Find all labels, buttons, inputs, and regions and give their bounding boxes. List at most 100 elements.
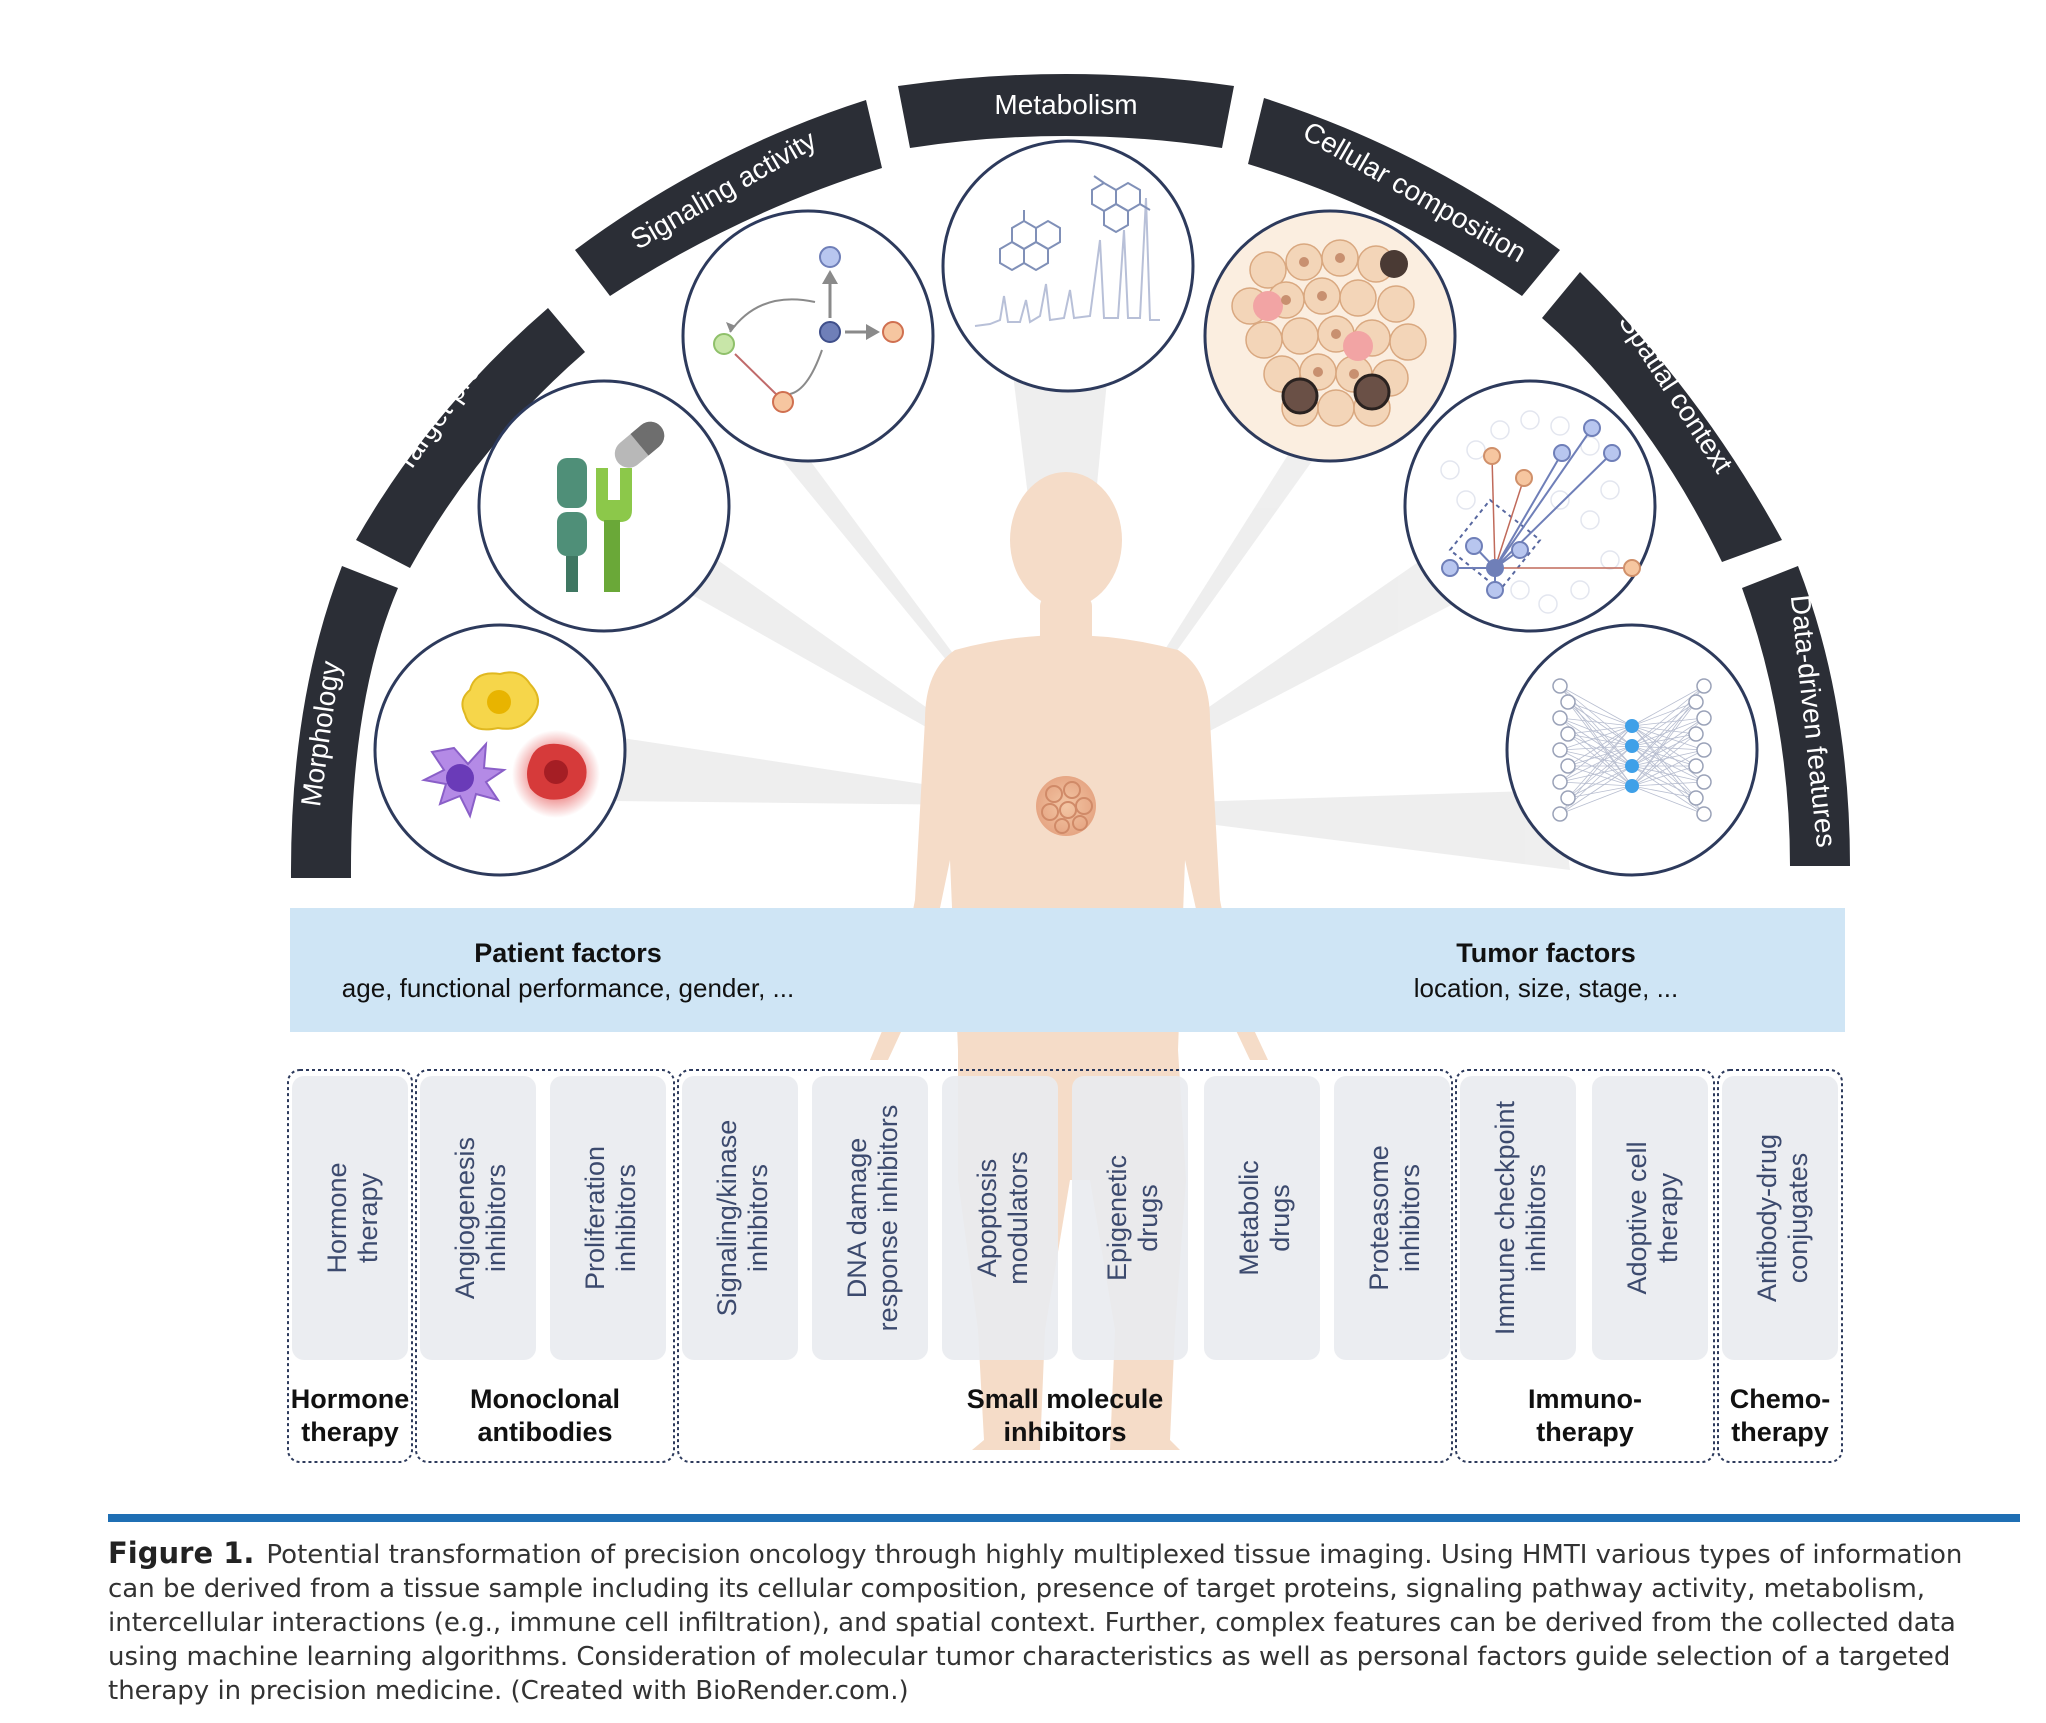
therapy-label-line1: Apoptosis (972, 1159, 1002, 1278)
figure-caption: Figure 1. Potential transformation of pre… (108, 1536, 2008, 1708)
group-box-chemo (1717, 1069, 1843, 1463)
group-label: Hormone (291, 1384, 410, 1414)
therapy-label-line1: Epigenetic (1102, 1155, 1132, 1281)
therapy-label-line1: Proteasome (1364, 1145, 1394, 1291)
therapy-box (942, 1076, 1058, 1360)
therapy-box (1722, 1076, 1838, 1360)
cellular-composition-icon (1203, 209, 1457, 463)
neural-network-icon (1505, 623, 1759, 877)
therapy-column: Epigeneticdrugs (1072, 1076, 1188, 1360)
therapy-box (682, 1076, 798, 1360)
therapy-label-line2: response inhibitors (873, 1105, 903, 1332)
therapy-label-line2: therapy (1653, 1172, 1683, 1263)
therapy-columns: Hormonetherapy Angiogenesisinhibitors Prol… (292, 1076, 1838, 1360)
group-label: Chemo- (1730, 1384, 1831, 1414)
therapy-box (1072, 1076, 1188, 1360)
therapy-box (420, 1076, 536, 1360)
therapy-label-line1: Metabolic (1234, 1160, 1264, 1276)
therapy-box (1460, 1076, 1576, 1360)
group-box-hormone (287, 1069, 413, 1463)
spatial-context-icon (1403, 379, 1657, 633)
therapy-column: Signaling/kinaseinhibitors (682, 1076, 798, 1360)
therapy-label-line1: Hormone (322, 1162, 352, 1273)
therapy-label: Adoptive celltherapy (1622, 1141, 1683, 1294)
therapy-column: DNA damageresponse inhibitors (812, 1076, 928, 1360)
caption-text: Potential transformation of precision on… (108, 1540, 1963, 1706)
therapy-label: Hormonetherapy (322, 1162, 383, 1273)
tumor-factors-text: location, size, stage, ... (1414, 973, 1678, 1003)
therapy-label: Immune checkpointinhibitors (1490, 1100, 1551, 1335)
therapy-label: DNA damageresponse inhibitors (842, 1105, 903, 1332)
patient-factors-text: age, functional performance, gender, ... (342, 973, 794, 1003)
arc-segment-data-driven (1742, 566, 1850, 866)
therapy-column: Adoptive celltherapy (1592, 1076, 1708, 1360)
therapy-column: Metabolicdrugs (1204, 1076, 1320, 1360)
caption-label: Figure 1. (108, 1536, 255, 1570)
therapy-column: Proteasomeinhibitors (1334, 1076, 1450, 1360)
therapy-box (292, 1076, 408, 1360)
arc-segments (290, 74, 1850, 878)
arc-segment-signaling (575, 100, 882, 296)
group-label: therapy (1731, 1417, 1829, 1447)
therapy-label: Metabolicdrugs (1234, 1160, 1295, 1276)
therapy-label-line2: inhibitors (743, 1164, 773, 1272)
factors-band (290, 908, 1845, 1032)
caption-rule (108, 1514, 2020, 1522)
arc-segment-spatial (1542, 272, 1782, 562)
arc-segment-metabolism (898, 74, 1234, 148)
group-box-small-molecule (677, 1069, 1453, 1463)
patient-factors-title: Patient factors (474, 938, 662, 968)
group-label: inhibitors (1004, 1417, 1127, 1447)
therapy-label-line2: therapy (353, 1172, 383, 1263)
therapy-column: Apoptosismodulators (942, 1076, 1058, 1360)
therapy-box (550, 1076, 666, 1360)
therapy-label: Epigeneticdrugs (1102, 1155, 1163, 1281)
therapy-label-line2: modulators (1003, 1151, 1033, 1285)
therapy-column: Antibody-drugconjugates (1722, 1076, 1838, 1360)
group-label: Monoclonal (470, 1384, 620, 1414)
therapy-box (1592, 1076, 1708, 1360)
group-label: antibodies (477, 1417, 612, 1447)
therapy-label-line2: inhibitors (1521, 1164, 1551, 1272)
therapy-label-line2: inhibitors (481, 1164, 511, 1272)
group-label: Immuno- (1528, 1384, 1642, 1414)
therapy-label: Proliferationinhibitors (580, 1146, 641, 1290)
therapy-label-line2: drugs (1133, 1184, 1163, 1252)
group-label: Small molecule (967, 1384, 1164, 1414)
group-box-monoclonal (415, 1069, 675, 1463)
therapy-column: Angiogenesisinhibitors (420, 1076, 536, 1360)
therapy-box (812, 1076, 928, 1360)
therapy-label-line2: inhibitors (611, 1164, 641, 1272)
therapy-label-line1: DNA damage (842, 1138, 872, 1299)
arc-segment-morphology (290, 566, 398, 878)
target-proteins-icon (477, 379, 731, 633)
group-label: therapy (301, 1417, 399, 1447)
therapy-column: Immune checkpointinhibitors (1460, 1076, 1576, 1360)
therapy-label-line2: drugs (1265, 1184, 1295, 1252)
metabolism-spectrum-icon (941, 139, 1195, 393)
therapy-label-line2: inhibitors (1395, 1164, 1425, 1272)
therapy-label: Apoptosismodulators (972, 1151, 1033, 1285)
therapy-box (1204, 1076, 1320, 1360)
arc-segment-target-proteins (356, 308, 585, 568)
therapy-group-labels: HormonetherapyMonoclonalantibodiesSmall … (291, 1384, 1831, 1447)
therapy-label-line1: Angiogenesis (450, 1137, 480, 1299)
signaling-pathway-icon (681, 209, 935, 463)
therapy-label-line1: Immune checkpoint (1490, 1100, 1520, 1335)
therapy-label-line1: Proliferation (580, 1146, 610, 1290)
therapy-label-line2: conjugates (1783, 1153, 1813, 1284)
therapy-column: Proliferationinhibitors (550, 1076, 666, 1360)
therapy-label-line1: Signaling/kinase (712, 1120, 742, 1317)
therapy-label: Angiogenesisinhibitors (450, 1137, 511, 1299)
tumor-factors-title: Tumor factors (1456, 938, 1636, 968)
therapy-label: Signaling/kinaseinhibitors (712, 1120, 773, 1317)
tumor-icon (1036, 776, 1096, 836)
group-label: therapy (1536, 1417, 1634, 1447)
arc-label-metabolism: Metabolism (994, 89, 1137, 120)
morphology-cells-icon (373, 623, 627, 877)
therapy-label-line1: Adoptive cell (1622, 1141, 1652, 1294)
therapy-label: Proteasomeinhibitors (1364, 1145, 1425, 1291)
arc-segment-cellular (1248, 98, 1560, 296)
